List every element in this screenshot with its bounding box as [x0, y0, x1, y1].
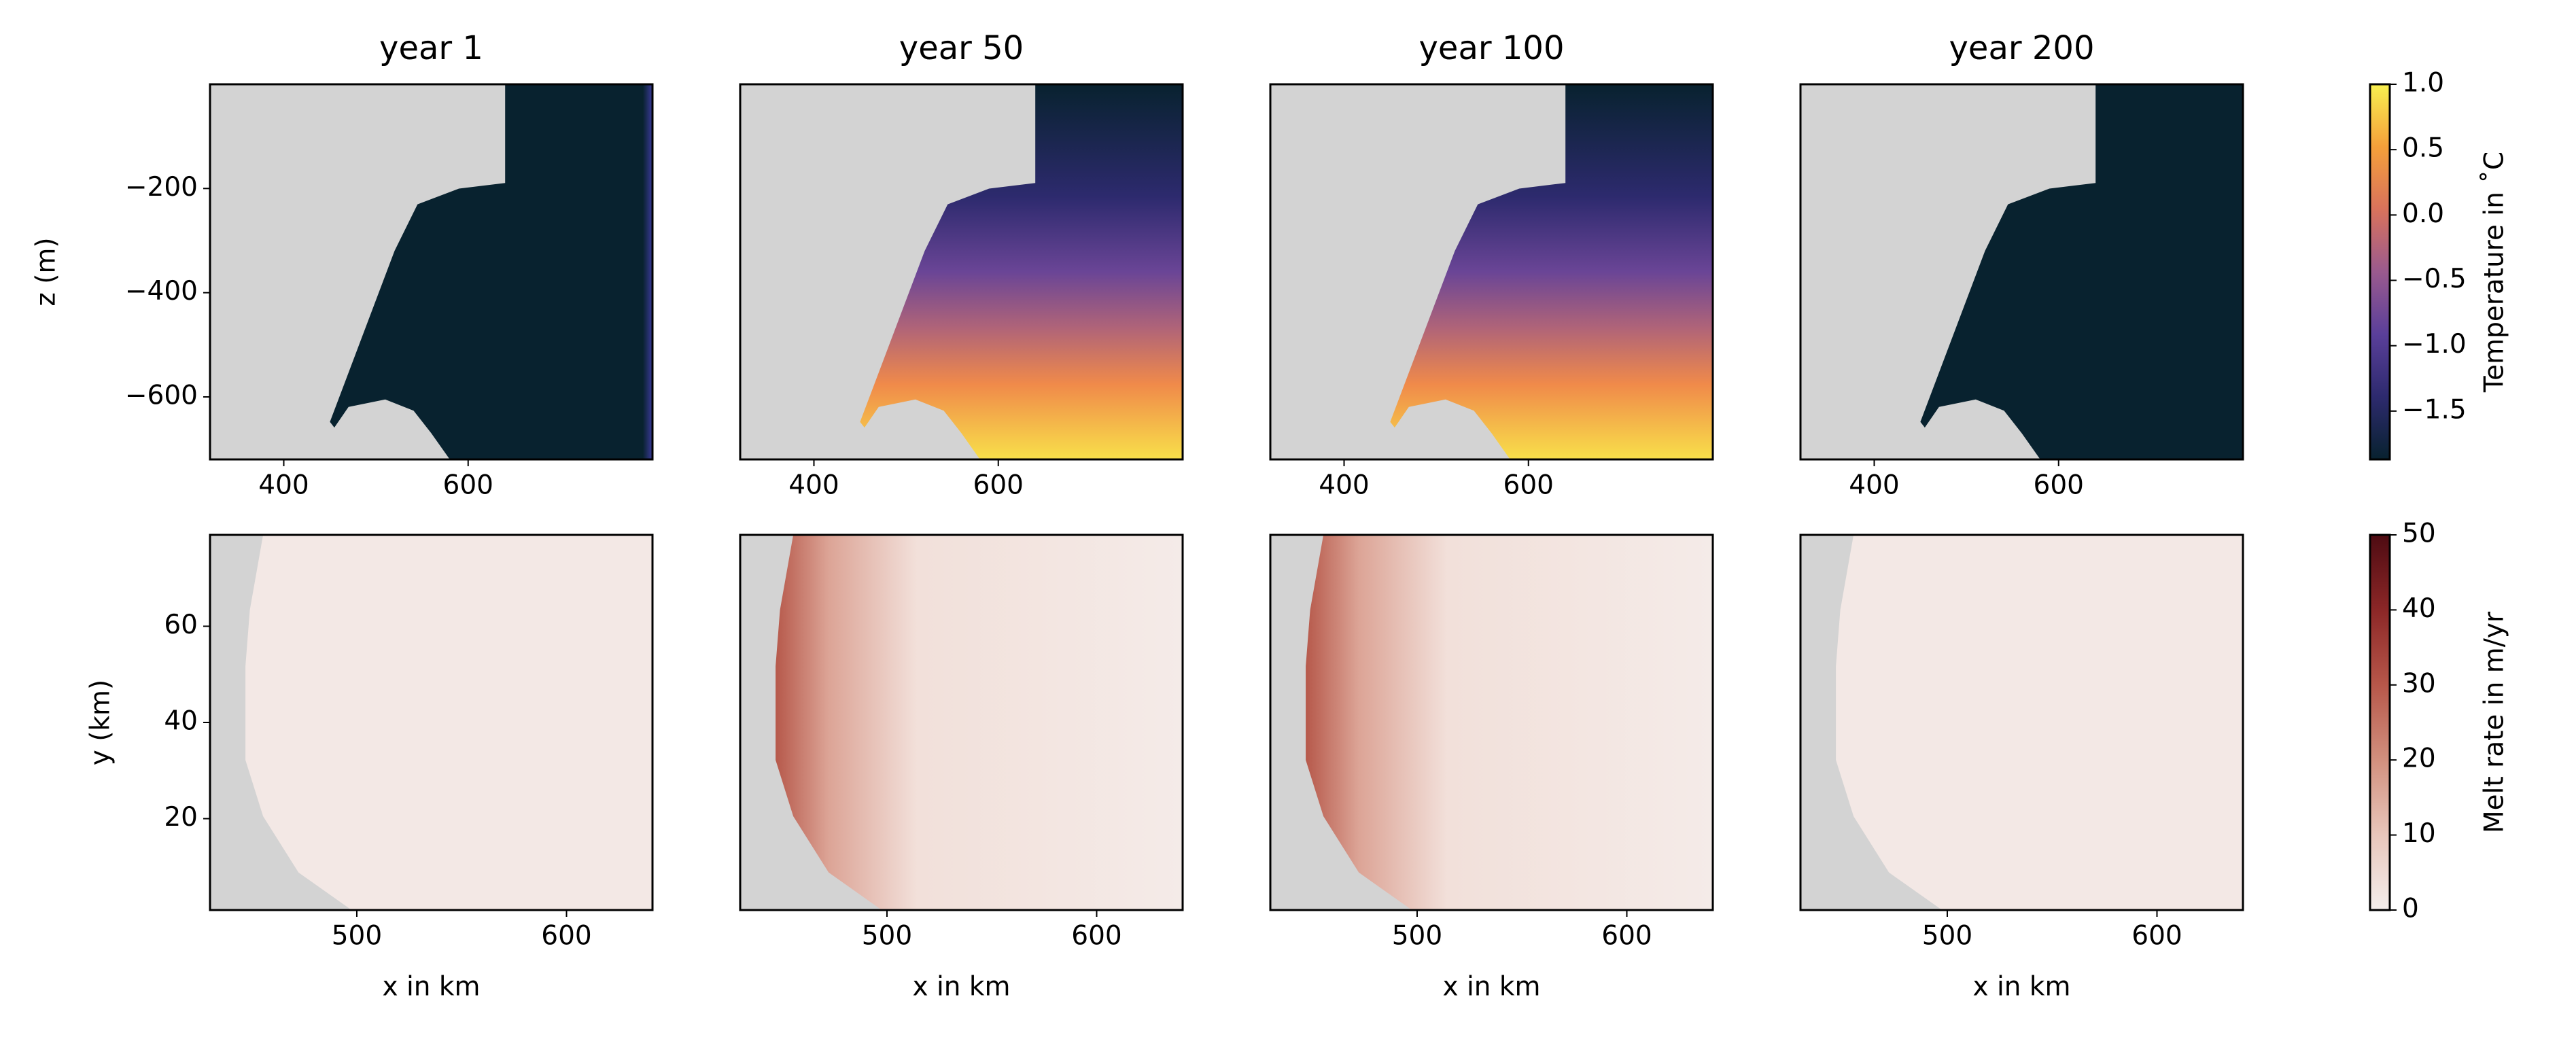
x-tick-label: 500	[1392, 921, 1442, 951]
x-axis-label: x in km	[912, 972, 1010, 1002]
x-tick-label: 600	[973, 470, 1024, 501]
x-tick-label: 600	[1503, 470, 1554, 501]
melt-field	[1270, 535, 1713, 910]
y-tick-label: −200	[125, 172, 198, 203]
axes-frame	[1799, 534, 2244, 911]
colorbar-tick-label: −0.5	[2402, 264, 2467, 294]
x-tick-label: 600	[1071, 921, 1121, 951]
colorbar-tick-label: 0.5	[2402, 133, 2444, 164]
colorbar-tick-label: 1.0	[2402, 68, 2444, 99]
x-tick-label: 600	[443, 470, 493, 501]
colorbar-tick-label: 40	[2402, 593, 2436, 624]
melt-field	[1800, 535, 2243, 910]
x-tick-label: 500	[332, 921, 382, 951]
panel-title: year 200	[1949, 29, 2095, 67]
colorbar-tick-label: 30	[2402, 668, 2436, 699]
colorbar-tick-label: 20	[2402, 744, 2436, 774]
ocean-field	[860, 84, 1183, 459]
y-axis-label: y (km)	[86, 680, 116, 765]
panel-title: year 1	[379, 29, 483, 67]
ocean-field	[330, 84, 652, 459]
y-tick-label: 60	[164, 610, 198, 640]
y-tick-label: 20	[164, 802, 198, 833]
colorbar-tick-label: 0	[2402, 894, 2419, 924]
land	[210, 535, 352, 910]
x-tick-label: 600	[541, 921, 591, 951]
x-tick-label: 400	[1319, 470, 1369, 501]
x-tick-label: 400	[258, 470, 309, 501]
melt-field	[740, 535, 1183, 910]
land	[1800, 535, 1943, 910]
ocean-field	[1390, 84, 1713, 459]
axes-frame	[1269, 83, 1714, 461]
panel-title: year 50	[899, 29, 1024, 67]
y-tick-label: −400	[125, 276, 198, 307]
x-tick-label: 600	[2034, 470, 2084, 501]
colorbar-tick-label: 0.0	[2402, 198, 2444, 229]
colorbar-tick-label: −1.0	[2402, 329, 2467, 360]
colorbar	[2369, 534, 2391, 911]
panel-title: year 100	[1419, 29, 1565, 67]
colorbar-label: Melt rate in m/yr	[2479, 611, 2510, 833]
x-tick-label: 600	[1601, 921, 1652, 951]
x-axis-label: x in km	[382, 972, 480, 1002]
y-tick-label: 40	[164, 706, 198, 737]
axes-frame	[1269, 534, 1714, 911]
axes-frame	[209, 83, 654, 461]
colorbar-tick-label: 50	[2402, 519, 2436, 549]
colorbar-label: Temperature in ˚C	[2479, 152, 2510, 393]
colorbar-tick-label: −1.5	[2402, 394, 2467, 425]
ocean-field	[1920, 84, 2243, 459]
x-tick-label: 400	[788, 470, 839, 501]
y-tick-label: −600	[125, 381, 198, 411]
x-tick-label: 400	[1849, 470, 1899, 501]
x-tick-label: 600	[2131, 921, 2182, 951]
axes-frame	[1799, 83, 2244, 461]
melt-field	[210, 535, 652, 910]
x-axis-label: x in km	[1972, 972, 2070, 1002]
axes-frame	[739, 83, 1184, 461]
land	[740, 535, 882, 910]
axes-frame	[739, 534, 1184, 911]
colorbar-tick-label: 10	[2402, 818, 2436, 849]
y-axis-label: z (m)	[31, 237, 62, 306]
x-tick-label: 500	[862, 921, 912, 951]
x-tick-label: 500	[1922, 921, 1972, 951]
x-axis-label: x in km	[1442, 972, 1540, 1002]
colorbar	[2369, 83, 2391, 461]
land	[1270, 535, 1412, 910]
